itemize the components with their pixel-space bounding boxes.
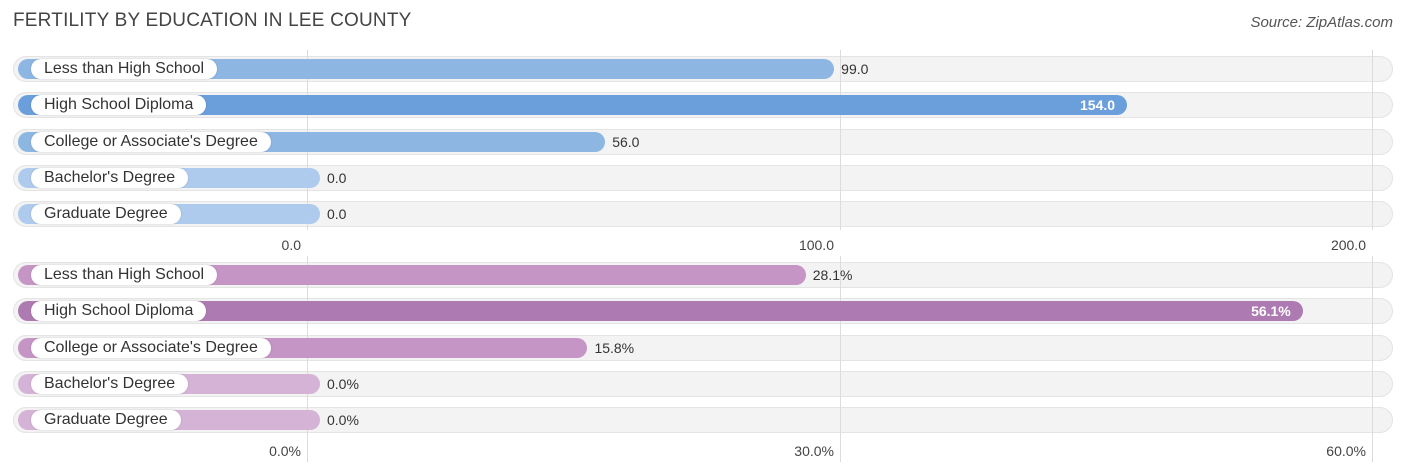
value-label: 0.0% (327, 412, 359, 428)
tick-label: 200.0 (1330, 237, 1366, 253)
category-label: College or Associate's Degree (31, 338, 271, 358)
chart-title: FERTILITY BY EDUCATION IN LEE COUNTY (13, 10, 412, 31)
gridline (840, 256, 841, 462)
category-label: Bachelor's Degree (31, 374, 189, 394)
category-label: Bachelor's Degree (31, 168, 189, 188)
value-label: 0.0 (327, 170, 347, 186)
value-label: 28.1% (812, 267, 853, 283)
gridline (840, 50, 841, 230)
tick-label: 100.0 (798, 237, 834, 253)
category-label: College or Associate's Degree (31, 132, 271, 152)
value-label: 56.1% (1251, 303, 1291, 319)
category-label: Less than High School (31, 59, 218, 79)
category-label: Graduate Degree (31, 204, 181, 224)
chart-panel-count: Less than High School 99.0 High School Dip… (13, 50, 1393, 253)
value-label: 0.0 (327, 206, 347, 222)
tick-label: 30.0% (794, 443, 834, 459)
value-label: 0.0% (327, 376, 359, 392)
tick-label: 60.0% (1326, 443, 1366, 459)
category-label: Graduate Degree (31, 410, 181, 430)
value-label: 56.0 (612, 134, 640, 150)
category-label: Less than High School (31, 265, 218, 285)
gridline (1372, 256, 1373, 462)
value-label: 99.0 (841, 61, 869, 77)
category-label: High School Diploma (31, 95, 207, 115)
bar (18, 95, 1128, 115)
gridline (307, 256, 308, 462)
source-note: Source: ZipAtlas.com (1250, 14, 1393, 31)
tick-label: 0.0 (281, 237, 301, 253)
value-label: 15.8% (594, 340, 635, 356)
category-label: High School Diploma (31, 301, 207, 321)
tick-label: 0.0% (269, 443, 301, 459)
gridline (1372, 50, 1373, 230)
value-label: 154.0 (1080, 97, 1116, 113)
bar (18, 301, 1303, 321)
bar (18, 59, 835, 79)
